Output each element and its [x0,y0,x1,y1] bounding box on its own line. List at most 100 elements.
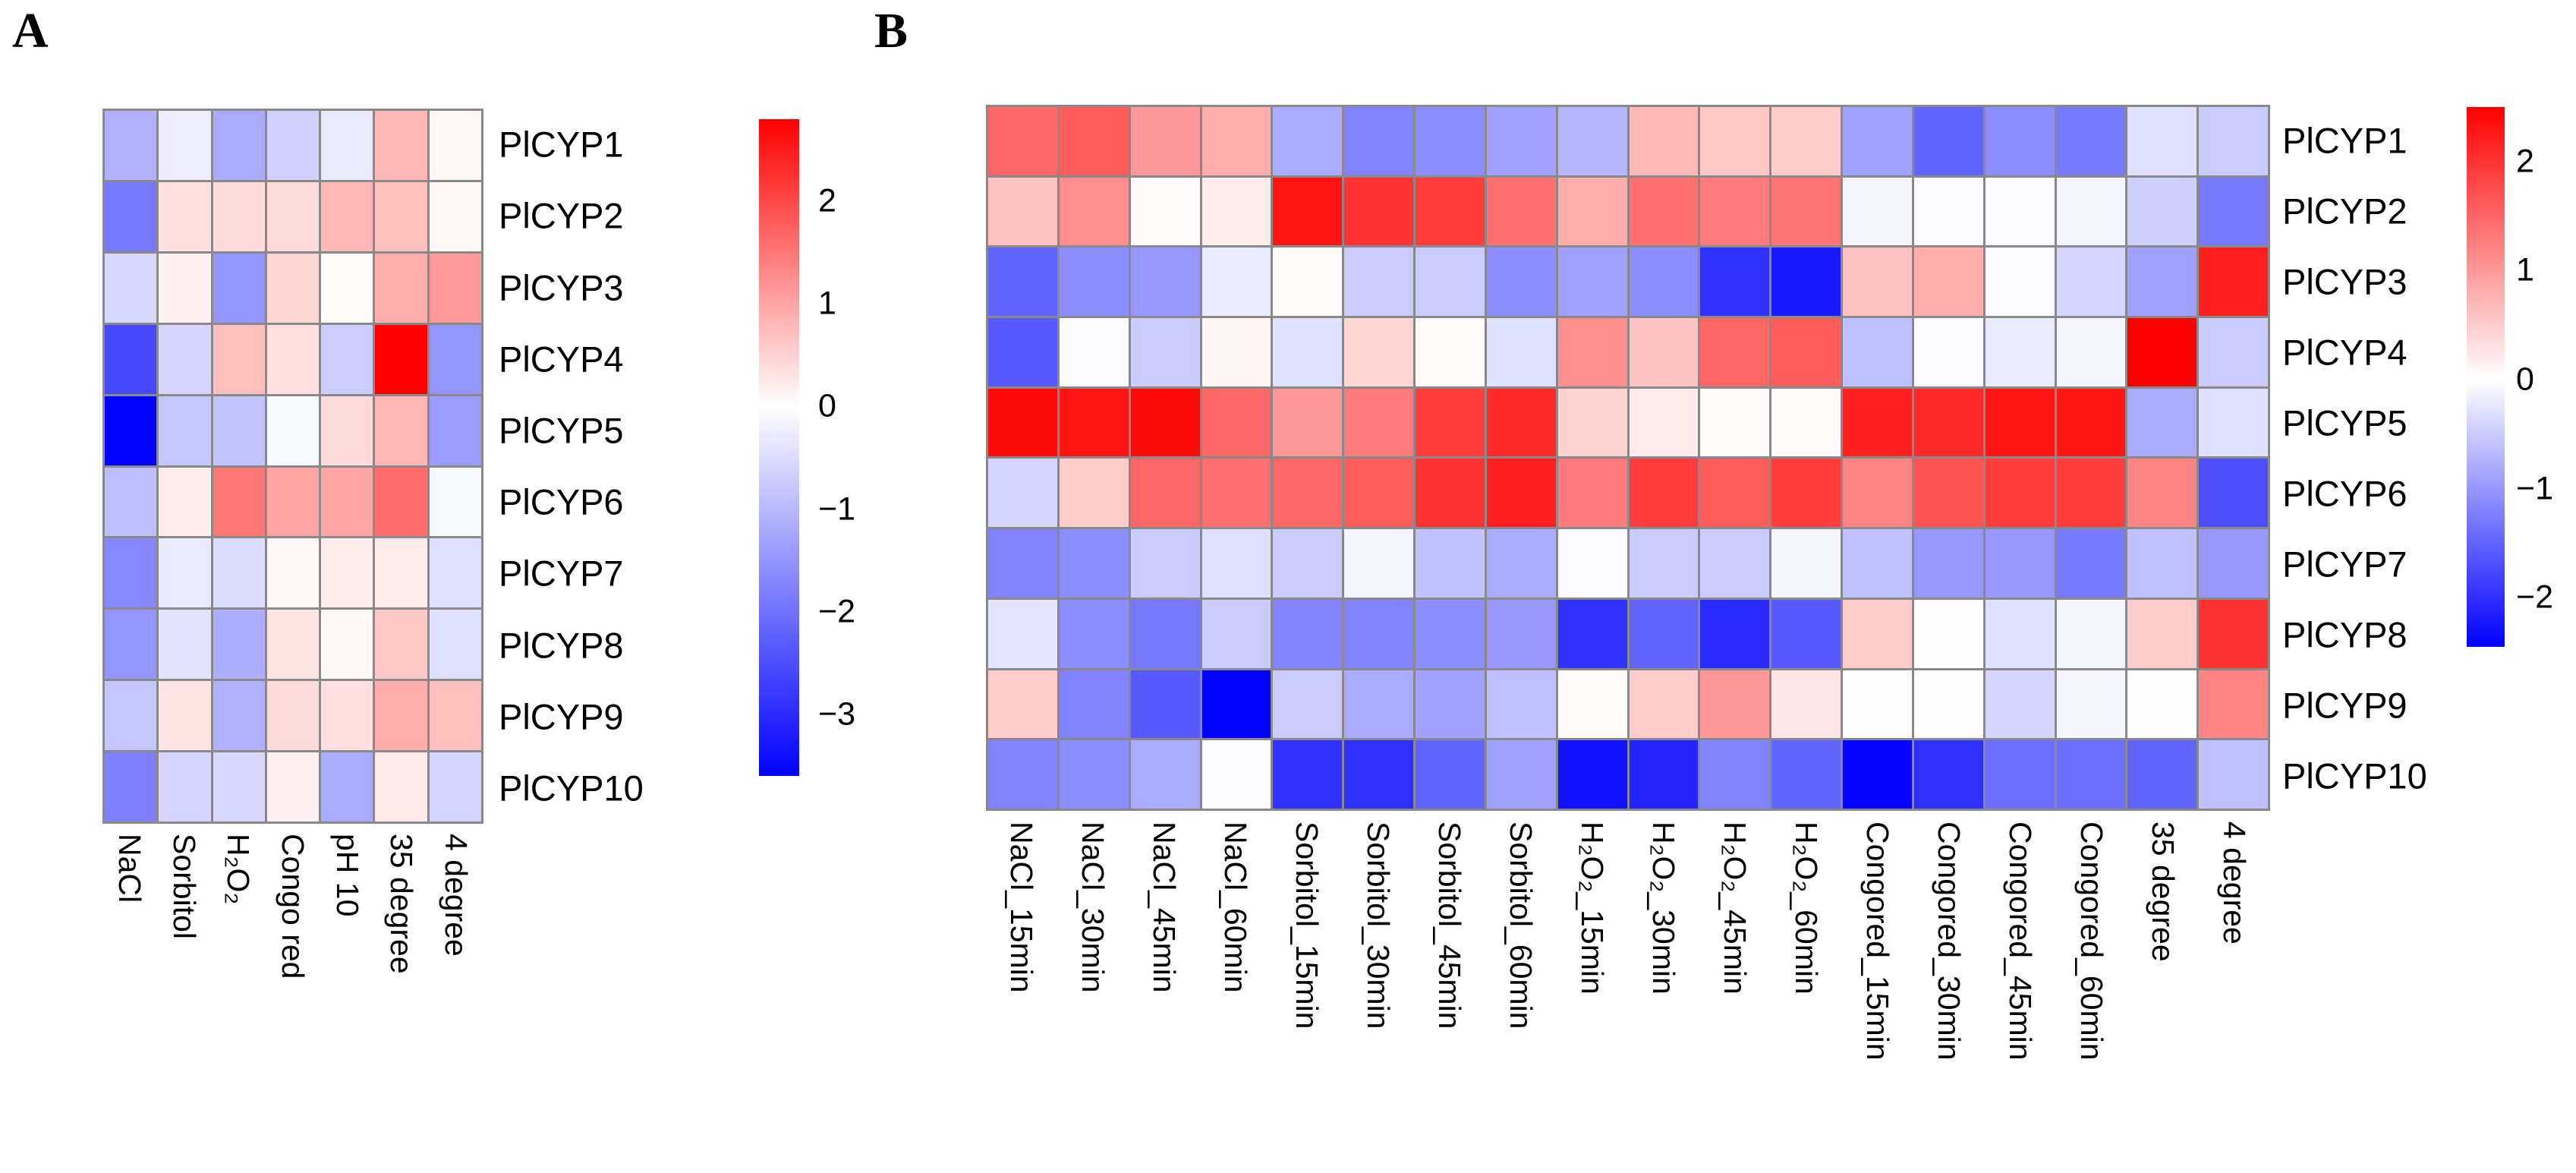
heatmap-cell [321,324,373,394]
heatmap-cell [429,538,481,608]
heatmap-cell [1629,670,1699,739]
heatmap-cell [1201,459,1271,528]
heatmap-cell [266,324,320,394]
heatmap-cell [1843,248,1912,317]
heatmap-cell [1486,740,1556,809]
condition-column-label: Sorbitol_60min [1504,821,1538,1030]
heatmap-cell [1416,529,1485,598]
heatmap-cell [1771,107,1841,175]
heatmap-cell [988,107,1057,175]
heatmap-cell [1201,670,1271,739]
heatmap-cell [1629,459,1699,528]
heatmap-cell [1771,740,1841,809]
heatmap-cell [1416,177,1485,246]
colorbar-tick-label: −2 [2516,579,2554,616]
gene-row-label: PlCYP2 [2282,191,2408,231]
heatmap-cell [1059,740,1129,809]
heatmap-cell [1557,177,1627,246]
heatmap-cell [105,396,157,465]
heatmap-cell [1985,599,2055,668]
heatmap-cell [1273,670,1343,739]
heatmap-cell [1629,740,1699,809]
colorbar-tick-label: 2 [818,182,836,219]
heatmap-cell [2127,248,2197,317]
heatmap-cell [1416,599,1485,668]
condition-column-label: NaCl_60min [1218,821,1253,993]
heatmap-cell [1273,177,1343,246]
heatmap-cell [2199,740,2268,809]
heatmap-cell [1913,388,1983,457]
gene-row-label: PlCYP4 [499,339,624,380]
heatmap-cell [1130,107,1200,175]
gene-row-label: PlCYP5 [2282,402,2408,443]
heatmap-cell [1557,107,1627,175]
heatmap-cell [1700,107,1770,175]
condition-column-label: Congored_15min [1860,821,1895,1061]
heatmap-cell [1130,388,1200,457]
heatmap-cell [1201,740,1271,809]
heatmap-cell [1629,107,1699,175]
heatmap-cell [159,396,211,465]
gene-row-label: PlCYP5 [499,410,624,451]
heatmap-cell [2056,248,2126,317]
heatmap-cell [2199,177,2268,246]
heatmap-cell [2056,177,2126,246]
heatmap-cell [988,318,1057,386]
heatmap-cell [266,111,320,180]
heatmap-cell [1486,529,1556,598]
condition-column-label: NaCl_15min [1004,821,1039,993]
colorbar-tick-label: −1 [2516,470,2554,507]
heatmap-cell [429,253,481,323]
heatmap-cell [2056,388,2126,457]
heatmap-cell [1700,529,1770,598]
heatmap-cell [213,181,265,251]
heatmap-cell [1700,740,1770,809]
heatmap-cell [321,681,373,751]
heatmap-cell [1059,599,1129,668]
heatmap-cell [2056,670,2126,739]
heatmap-cell [1486,388,1556,457]
heatmap-cell [1486,459,1556,528]
heatmap-cell [1486,248,1556,317]
colorbar-b [2467,107,2505,647]
heatmap-cell [1629,177,1699,246]
condition-column-label: Sorbitol_45min [1432,821,1467,1030]
gene-row-label: PlCYP6 [2282,473,2408,513]
heatmap-cell [1486,177,1556,246]
heatmap-cell [1201,107,1271,175]
gene-row-label: PlCYP2 [499,195,624,236]
heatmap-cell [1486,107,1556,175]
condition-column-label: Congored_60min [2074,821,2109,1061]
heatmap-cell [266,681,320,751]
heatmap-cell [213,610,265,680]
heatmap-cell [159,181,211,251]
heatmap-cell [1843,107,1912,175]
heatmap-cell [988,740,1057,809]
heatmap-cell [375,681,427,751]
heatmap-cell [429,111,481,180]
colorbar-tick-label: 0 [2516,361,2534,398]
heatmap-cell [2127,177,2197,246]
heatmap-cell [1059,388,1129,457]
heatmap-cell [2056,107,2126,175]
heatmap-cell [213,752,265,821]
heatmap-cell [1913,459,1983,528]
condition-column-label: H₂O₂_45min [1718,821,1752,995]
heatmap-cell [1985,529,2055,598]
condition-column-label: NaCl_45min [1147,821,1182,993]
heatmap-cell [1843,459,1912,528]
heatmap-cell [321,181,373,251]
heatmap-cell [375,467,427,537]
colorbar-tick-label: 2 [2516,143,2534,180]
heatmap-cell [429,467,481,537]
colorbar-tick-label: −2 [818,593,856,630]
heatmap-cell [1985,177,2055,246]
heatmap-cell [1771,248,1841,317]
heatmap-cell [1059,670,1129,739]
gene-row-label: PlCYP10 [499,768,644,809]
heatmap-cell [1985,318,2055,386]
heatmap-cell [2199,318,2268,386]
heatmap-cell [105,538,157,608]
heatmap-cell [213,467,265,537]
heatmap-cell [1201,599,1271,668]
